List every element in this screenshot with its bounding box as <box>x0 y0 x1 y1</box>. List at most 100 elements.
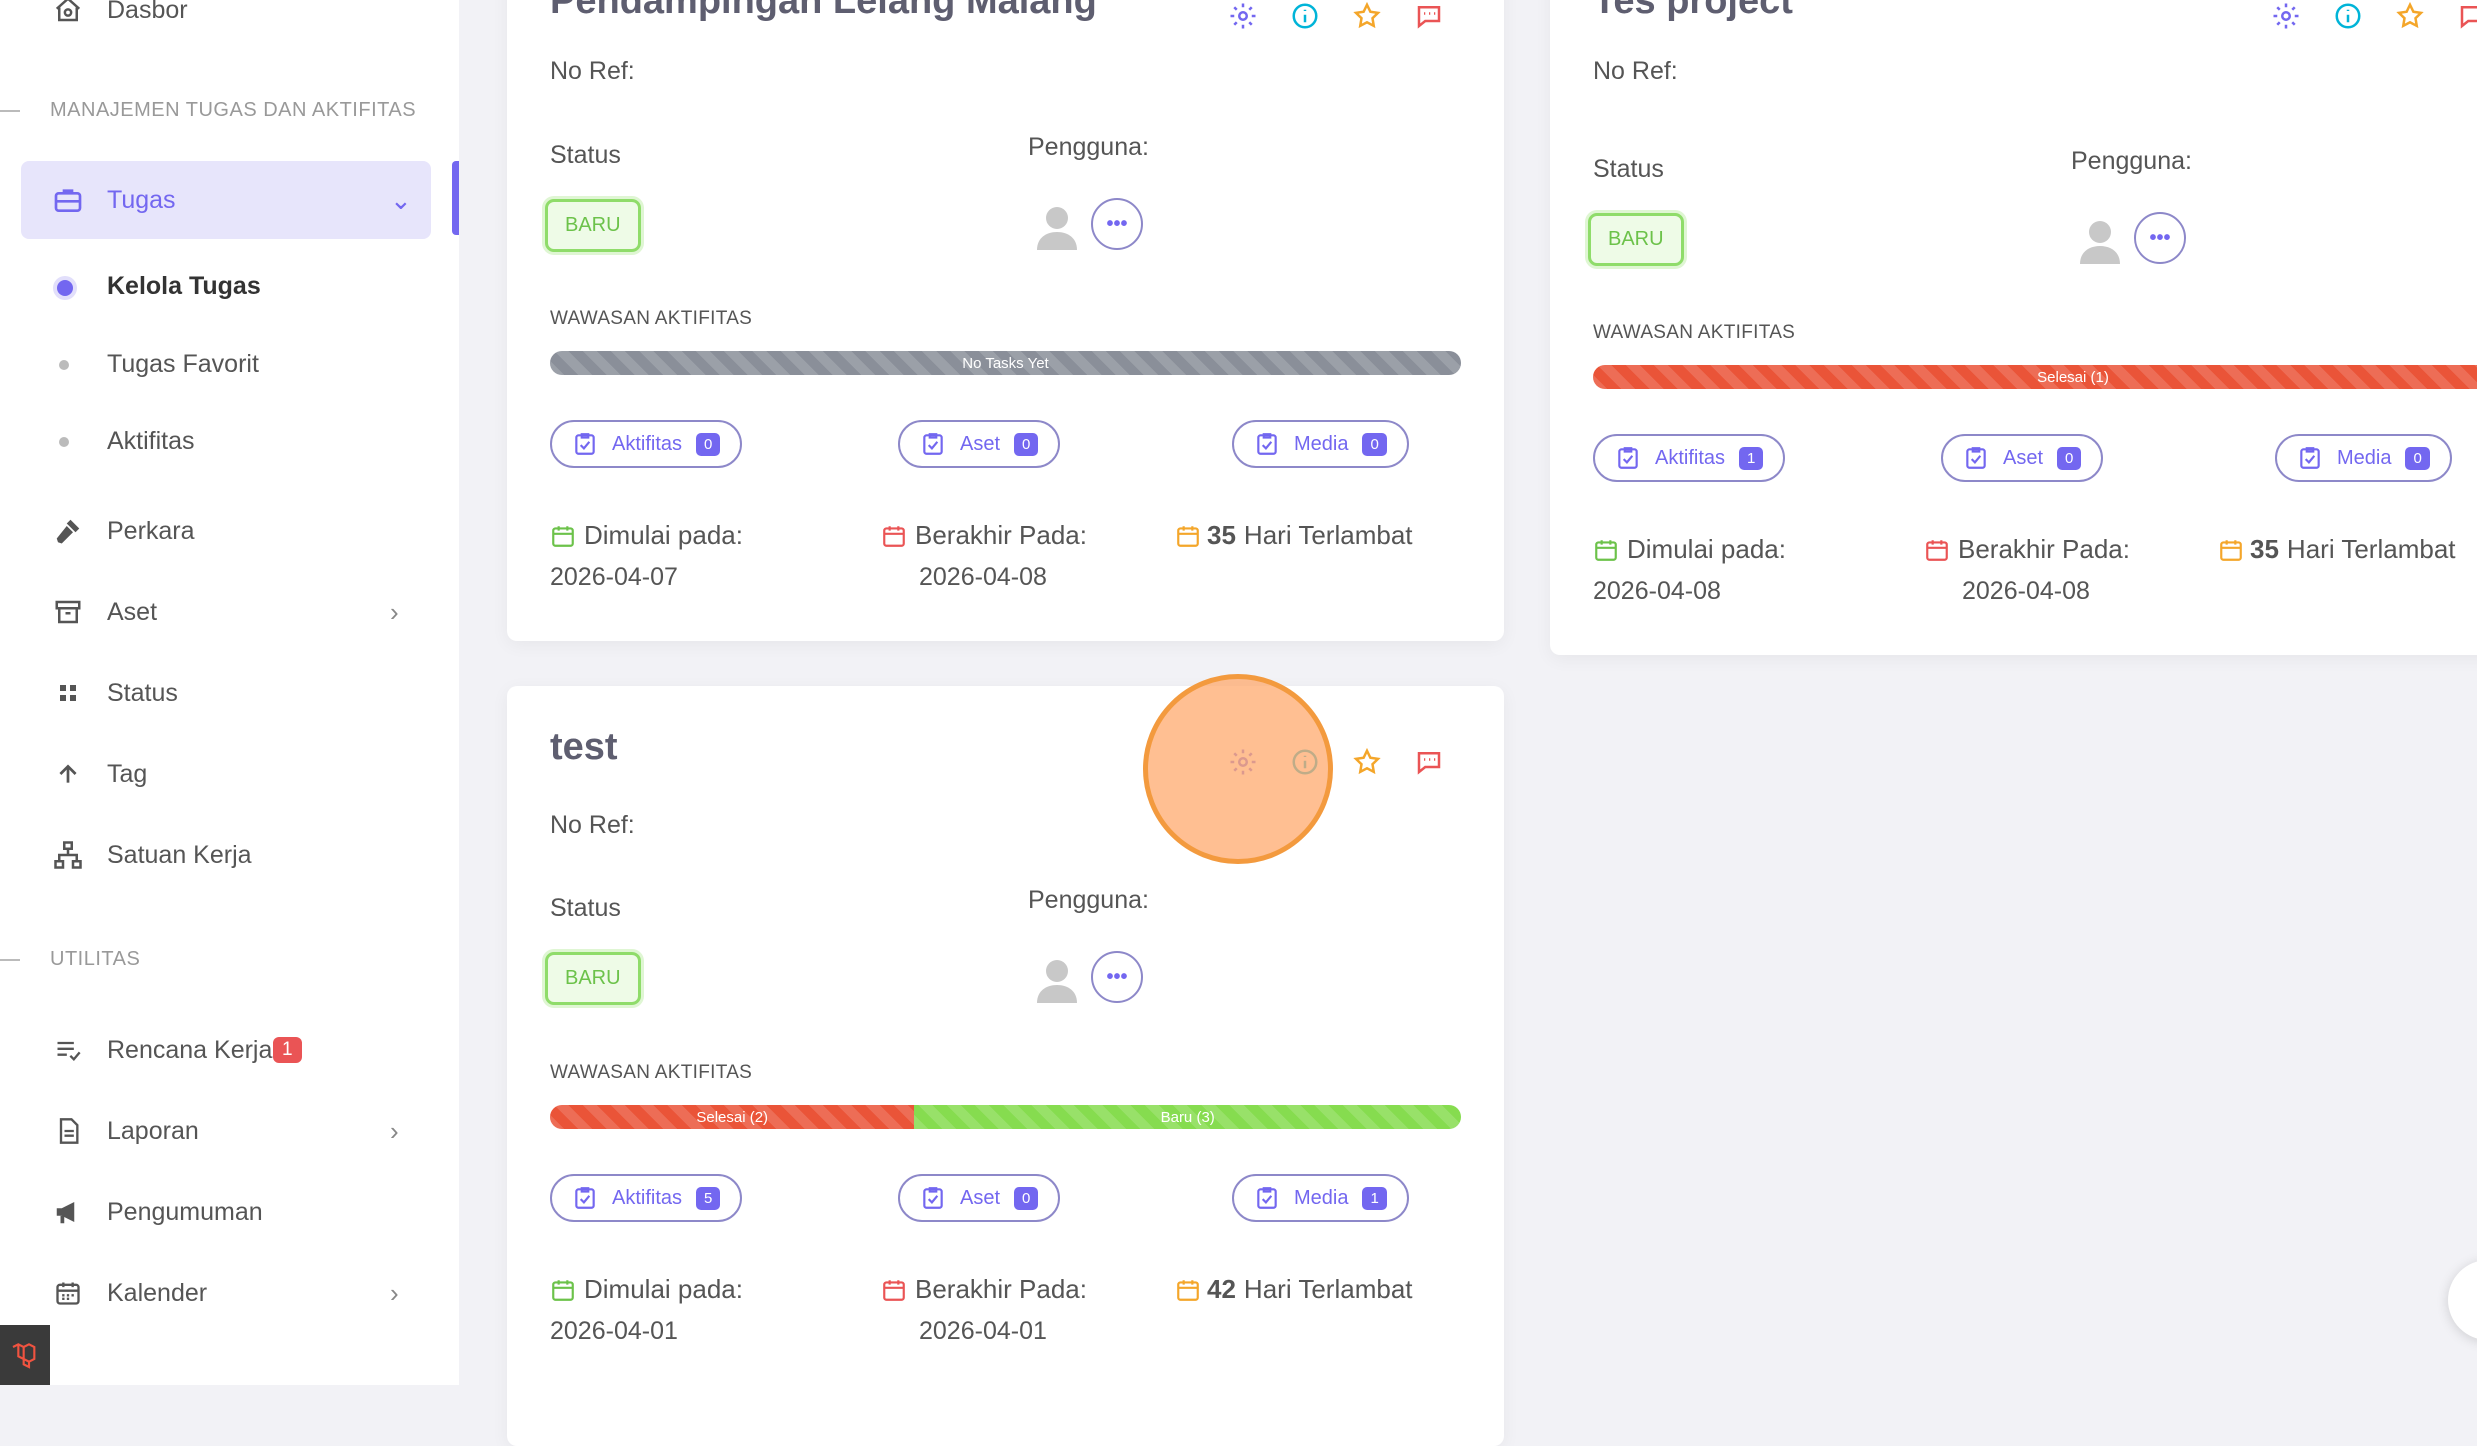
users-label: Pengguna: <box>1028 133 1149 161</box>
sidebar-item-label: Dasbor <box>107 0 188 24</box>
end-date-value: 2026-04-01 <box>919 1317 1047 1345</box>
ref-label: No Ref: <box>550 811 635 839</box>
card-title[interactable]: Tes project <box>1593 0 1793 22</box>
section-divider <box>0 110 20 112</box>
calendar-icon <box>883 1279 905 1301</box>
status-badge: BARU <box>1588 213 1684 266</box>
clipboard-check-icon <box>1254 1185 1280 1211</box>
status-label: Status <box>550 894 621 922</box>
more-users-button[interactable]: ••• <box>1091 951 1143 1003</box>
more-users-button[interactable]: ••• <box>1091 198 1143 250</box>
sidebar-item-label: Rencana Kerja <box>107 1035 273 1064</box>
chat-icon[interactable] <box>1409 0 1449 36</box>
clipboard-check-icon <box>1963 445 1989 471</box>
sidebar-item-rencana-kerja[interactable]: Rencana Kerja 1 <box>0 1020 459 1080</box>
aset-button[interactable]: Aset 0 <box>898 1174 1061 1222</box>
clipboard-check-icon <box>920 431 946 457</box>
sidebar-item-label: Satuan Kerja <box>107 840 252 869</box>
start-date-value: 2026-04-01 <box>550 1317 678 1345</box>
sidebar-item-kalender[interactable]: Kalender › <box>0 1263 459 1323</box>
notification-badge: 1 <box>273 1037 302 1063</box>
aktifitas-button[interactable]: Aktifitas 0 <box>550 420 743 468</box>
aset-button[interactable]: Aset 0 <box>1941 434 2104 482</box>
chat-icon[interactable] <box>2452 0 2477 36</box>
sidebar-item-perkara[interactable]: Perkara <box>0 501 459 561</box>
calendar-icon <box>2220 539 2242 561</box>
start-date-label: Dimulai pada: <box>1593 534 1786 565</box>
users-label: Pengguna: <box>2071 147 2192 175</box>
media-button[interactable]: Media 0 <box>2275 434 2452 482</box>
sidebar-item-label: Tag <box>107 759 148 788</box>
calendar-icon <box>1177 525 1199 547</box>
sitemap-icon <box>48 835 88 875</box>
sidebar-subitem-label: Kelola Tugas <box>107 272 261 300</box>
users-label: Pengguna: <box>1028 886 1149 914</box>
sidebar-item-label: Status <box>107 678 178 707</box>
sidebar-item-dashboard[interactable]: Dasbor <box>0 0 459 40</box>
sidebar-subitem-label: Aktifitas <box>107 427 195 455</box>
chevron-right-icon: › <box>390 1115 399 1146</box>
star-icon[interactable] <box>2390 0 2430 36</box>
sidebar-item-label: Laporan <box>107 1116 199 1145</box>
media-button[interactable]: Media 0 <box>1232 420 1409 468</box>
progress-segment: Selesai (2) <box>550 1105 915 1129</box>
start-date-label: Dimulai pada: <box>550 1274 743 1305</box>
aktifitas-button[interactable]: Aktifitas 5 <box>550 1174 743 1222</box>
card-actions <box>1223 0 1471 36</box>
sidebar-subitem-kelola-tugas[interactable]: Kelola Tugas <box>0 262 459 312</box>
late-indicator: 42 Hari Terlambat <box>1175 1274 1413 1305</box>
star-icon[interactable] <box>1347 742 1387 782</box>
info-icon[interactable] <box>2328 0 2368 36</box>
sidebar-subitem-aktifitas[interactable]: Aktifitas <box>0 417 459 467</box>
gear-icon[interactable] <box>1223 0 1263 36</box>
aset-button[interactable]: Aset 0 <box>898 420 1061 468</box>
activity-progress-bar: Selesai (1) <box>1593 365 2477 389</box>
sidebar: Dasbor MANAJEMEN TUGAS DAN AKTIFITAS Tug… <box>0 0 459 1385</box>
sidebar-item-status[interactable]: Status <box>0 663 459 723</box>
sidebar-subitem-tugas-favorit[interactable]: Tugas Favorit <box>0 340 459 390</box>
insight-label: WAWASAN AKTIFITAS <box>550 308 753 329</box>
info-icon[interactable] <box>1285 0 1325 36</box>
click-highlight <box>1143 674 1333 864</box>
end-date-value: 2026-04-08 <box>919 563 1047 591</box>
sidebar-item-satuan-kerja[interactable]: Satuan Kerja <box>0 825 459 885</box>
sidebar-item-tugas-bg <box>21 161 431 239</box>
media-button[interactable]: Media 1 <box>1232 1174 1409 1222</box>
more-users-button[interactable]: ••• <box>2134 212 2186 264</box>
clipboard-check-icon <box>572 431 598 457</box>
sidebar-item-pengumuman[interactable]: Pengumuman <box>0 1182 459 1242</box>
chat-icon[interactable] <box>1409 742 1449 782</box>
sidebar-item-label: Kalender <box>107 1278 208 1307</box>
sidebar-item-aset[interactable]: Aset › <box>0 582 459 642</box>
late-indicator: 35 Hari Terlambat <box>1175 520 1413 551</box>
active-indicator <box>452 161 459 235</box>
clipboard-check-icon <box>1254 431 1280 457</box>
section-divider <box>0 959 20 961</box>
floating-chat-button[interactable] <box>2448 1260 2477 1340</box>
home-icon <box>48 0 88 30</box>
user-avatar-icon[interactable] <box>2078 218 2122 266</box>
star-icon[interactable] <box>1347 0 1387 36</box>
sidebar-item-laporan[interactable]: Laporan › <box>0 1101 459 1161</box>
debugbar-toggle[interactable] <box>0 1325 50 1385</box>
status-badge: BARU <box>545 952 641 1005</box>
user-avatar-icon[interactable] <box>1035 957 1079 1005</box>
task-card: Pendampingan Lelang Malang No Ref: Statu… <box>507 0 1504 641</box>
end-date-value: 2026-04-08 <box>1962 577 2090 605</box>
user-avatar-icon[interactable] <box>1035 204 1079 252</box>
calendar-icon <box>1177 1279 1199 1301</box>
clipboard-check-icon <box>2297 445 2323 471</box>
task-card: test No Ref: Status BARU Pengguna: ••• W… <box>507 686 1504 1446</box>
file-icon <box>48 1111 88 1151</box>
card-title[interactable]: Pendampingan Lelang Malang <box>550 0 1097 22</box>
bullet-icon <box>59 360 69 370</box>
sidebar-item-tag[interactable]: Tag <box>0 744 459 804</box>
sidebar-item-tugas[interactable]: Tugas ⌄ <box>0 170 459 230</box>
gear-icon[interactable] <box>2266 0 2306 36</box>
calendar-icon <box>552 525 574 547</box>
card-title[interactable]: test <box>550 726 618 768</box>
aktifitas-button[interactable]: Aktifitas 1 <box>1593 434 1786 482</box>
status-label: Status <box>1593 155 1664 183</box>
late-indicator: 35 Hari Terlambat <box>2218 534 2456 565</box>
calendar-icon <box>48 1273 88 1313</box>
